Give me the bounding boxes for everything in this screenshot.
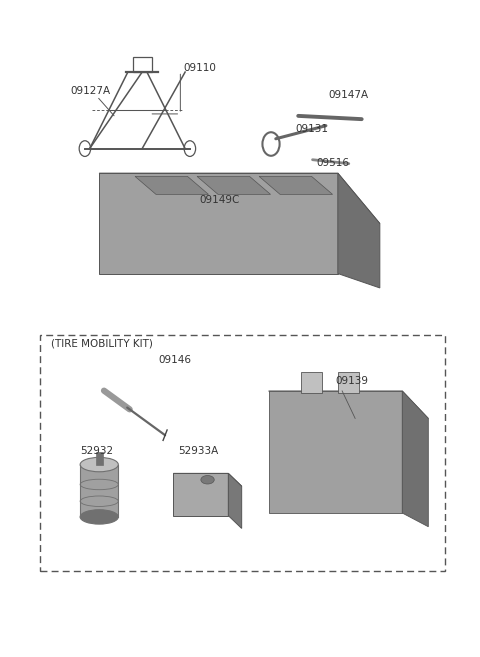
Text: 52932: 52932 [80, 446, 113, 456]
Bar [132, 57, 152, 72]
Text: 09149C: 09149C [199, 195, 240, 205]
Bar [301, 372, 322, 393]
Bar [96, 452, 103, 465]
Polygon shape [99, 173, 338, 273]
Text: 09146: 09146 [159, 355, 192, 365]
Text: 09110: 09110 [184, 63, 216, 74]
Polygon shape [99, 173, 380, 223]
Bar [338, 372, 360, 393]
Polygon shape [402, 391, 428, 527]
Text: (TIRE MOBILITY KIT): (TIRE MOBILITY KIT) [51, 339, 154, 349]
Polygon shape [173, 473, 228, 516]
Polygon shape [338, 173, 380, 288]
Text: 09516: 09516 [316, 158, 349, 168]
Ellipse shape [80, 510, 118, 524]
Text: 09139: 09139 [336, 376, 369, 386]
Text: 09147A: 09147A [328, 89, 369, 100]
Text: 09127A: 09127A [71, 86, 111, 97]
Polygon shape [269, 391, 402, 513]
Polygon shape [173, 473, 241, 486]
Bar [39, 335, 445, 570]
Text: 09131: 09131 [295, 124, 328, 134]
Ellipse shape [80, 457, 118, 472]
Text: 52933A: 52933A [178, 446, 218, 456]
Polygon shape [197, 176, 271, 194]
Polygon shape [269, 391, 428, 419]
Polygon shape [228, 473, 241, 528]
Polygon shape [259, 176, 333, 194]
Ellipse shape [201, 476, 214, 484]
Bar [80, 464, 118, 517]
Polygon shape [135, 176, 208, 194]
